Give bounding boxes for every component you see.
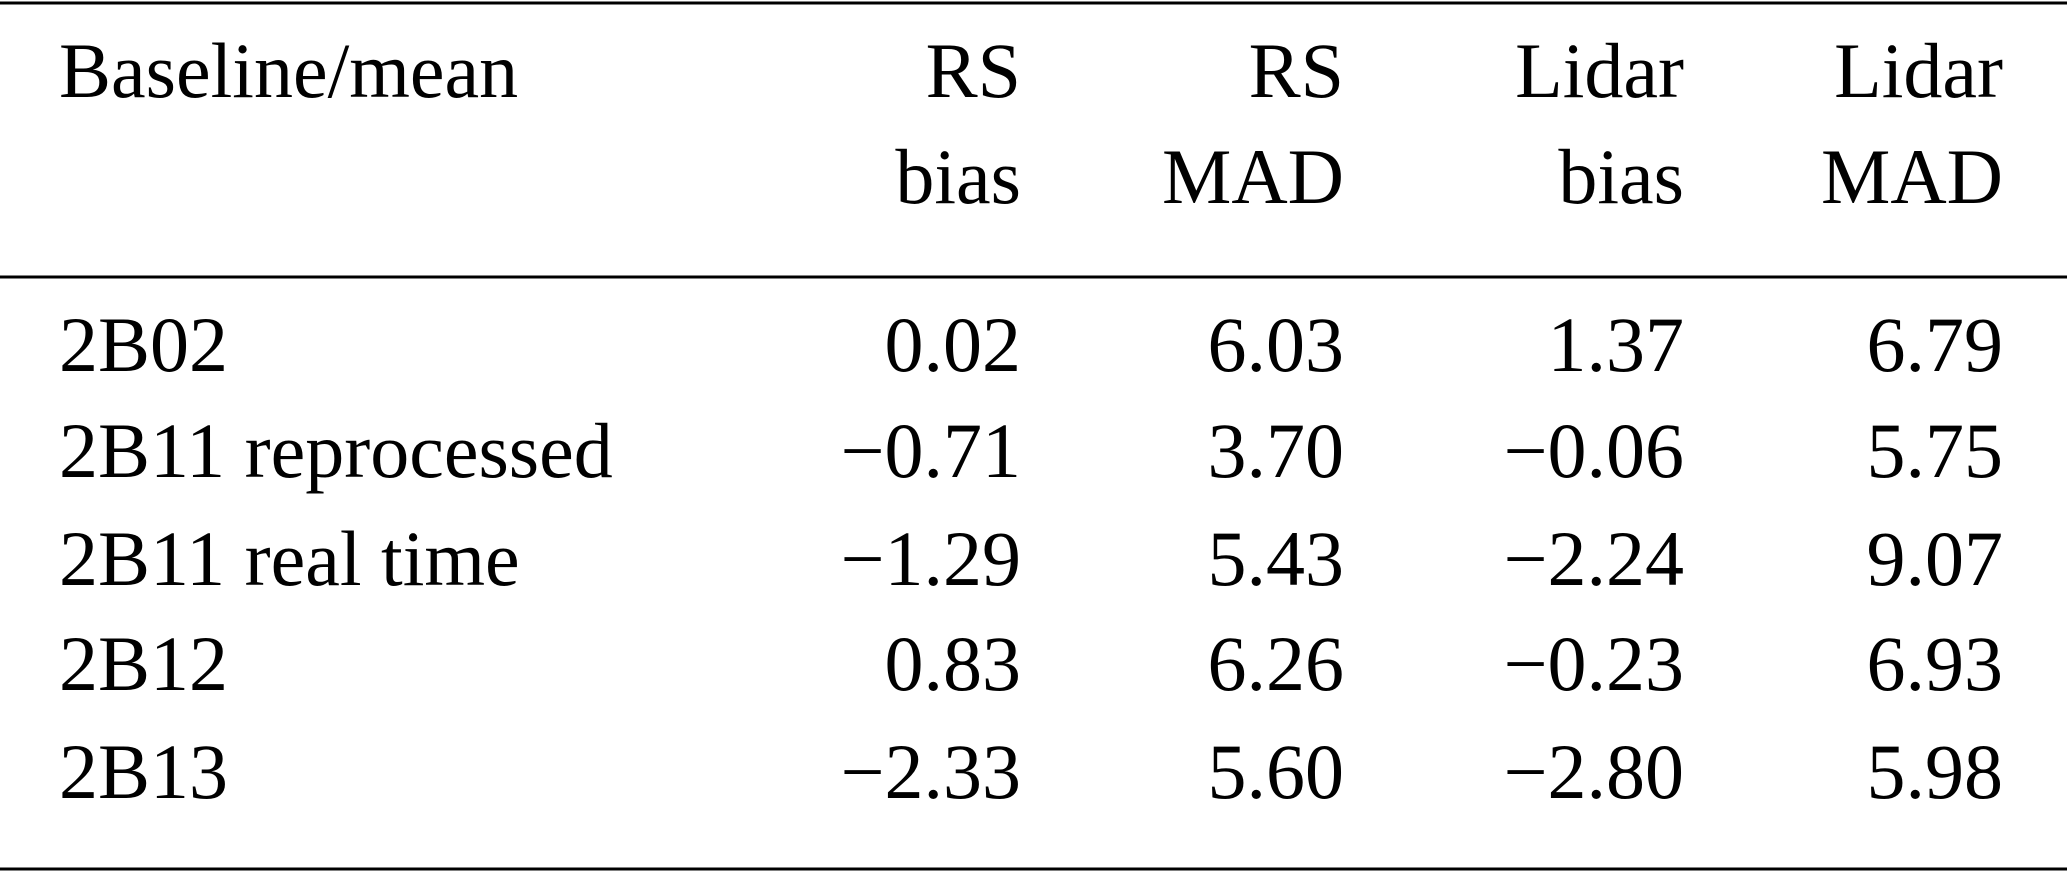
cell: 6.79 [1867,301,2004,388]
cell: −0.71 [841,407,1022,494]
cell: 9.07 [1867,515,2004,602]
cell: −2.80 [1504,728,1685,815]
cell: 6.93 [1867,620,2004,707]
cell: −1.29 [841,515,1022,602]
cell: 0.02 [885,301,1022,388]
cell: 6.26 [1208,620,1345,707]
header-cell: MAD [1821,133,2003,220]
header-cell: Baseline/mean [59,27,518,114]
cell: 5.60 [1208,728,1345,815]
row-label: 2B11 reprocessed [59,407,613,494]
cell: 5.75 [1867,407,2004,494]
cell: 0.83 [885,620,1022,707]
row-label: 2B02 [59,301,228,388]
header-cell: Lidar [1515,27,1684,114]
header-cell: bias [1558,133,1684,220]
row-label: 2B11 real time [59,515,520,602]
cell: −0.23 [1504,620,1685,707]
row-label: 2B13 [59,728,228,815]
cell: −2.33 [841,728,1022,815]
cell: −2.24 [1504,515,1685,602]
cell: 3.70 [1208,407,1345,494]
cell: −0.06 [1504,407,1685,494]
header-cell: MAD [1162,133,1344,220]
cell: 5.98 [1867,728,2004,815]
header-cell: RS [1249,27,1344,114]
cell: 5.43 [1208,515,1345,602]
row-label: 2B12 [59,620,228,707]
cell: 1.37 [1548,301,1685,388]
header-cell: Lidar [1834,27,2003,114]
header-cell: bias [895,133,1021,220]
cell: 6.03 [1208,301,1345,388]
header-cell: RS [926,27,1021,114]
